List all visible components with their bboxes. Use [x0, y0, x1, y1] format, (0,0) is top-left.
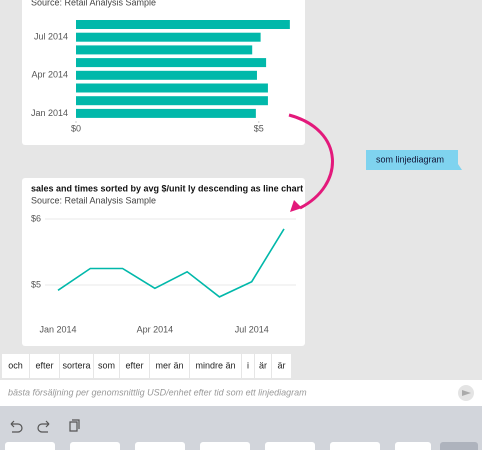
- bar: [76, 20, 290, 29]
- suggestion-text: sortera: [62, 360, 90, 370]
- key[interactable]: [265, 442, 315, 450]
- key[interactable]: [395, 442, 431, 450]
- line-chart-bubble: [22, 178, 305, 346]
- x-tick-label: Jan 2014: [39, 324, 76, 334]
- suggestion-chip[interactable]: [150, 354, 189, 378]
- key[interactable]: [330, 442, 380, 450]
- paste-icon[interactable]: [69, 419, 80, 432]
- line-chart-title: sales and times sorted by avg $/unit ly …: [31, 183, 303, 193]
- y-tick-label: Jan 2014: [31, 108, 68, 118]
- suggestion-text: är: [259, 360, 267, 370]
- x-tick-label: $5: [254, 123, 264, 133]
- line-chart-source: Source: Retail Analysis Sample: [31, 195, 156, 205]
- input-bar[interactable]: [0, 380, 482, 406]
- y-tick-label: $5: [31, 279, 41, 289]
- undo-icon[interactable]: [10, 420, 23, 433]
- key-row: [5, 442, 478, 450]
- suggestion-chip[interactable]: [30, 354, 59, 378]
- suggestion-text: i: [247, 360, 249, 370]
- send-icon: [462, 390, 471, 396]
- suggestion-text: efter: [35, 360, 53, 370]
- suggestion-chip[interactable]: [242, 354, 254, 378]
- x-tick-label: Apr 2014: [137, 324, 174, 334]
- bar: [76, 96, 268, 106]
- suggestion-text: som: [98, 360, 115, 370]
- suggestion-text: mindre än: [195, 360, 235, 370]
- key[interactable]: [135, 442, 185, 450]
- bar: [76, 83, 268, 93]
- bar: [76, 58, 267, 68]
- key[interactable]: [70, 442, 120, 450]
- x-tick-label: Jul 2014: [235, 324, 269, 334]
- bar-chart-source: Source: Retail Analysis Sample: [31, 0, 156, 7]
- suggestion-text: efter: [125, 360, 143, 370]
- arrow: [288, 113, 334, 210]
- suggestion-chip[interactable]: [2, 354, 29, 378]
- suggestion-bar: och efter sortera som efter mer än mindre än i ä…: [2, 354, 291, 378]
- bar: [76, 32, 261, 42]
- arrow-head: [290, 200, 302, 212]
- suggestion-chip[interactable]: [190, 354, 241, 378]
- suggestion-text: är: [277, 360, 285, 370]
- suggestion-chip[interactable]: [60, 354, 93, 378]
- key[interactable]: [440, 442, 478, 450]
- y-tick-label: $6: [31, 213, 41, 223]
- suggestion-chip[interactable]: [94, 354, 119, 378]
- suggestion-text: mer än: [155, 360, 183, 370]
- bar: [76, 108, 256, 118]
- user-message: som linjediagram: [376, 154, 444, 164]
- line: [57, 228, 285, 298]
- suggestion-chip[interactable]: [120, 354, 149, 378]
- suggestion-text: och: [8, 360, 23, 370]
- input-placeholder: bästa försäljning per genomsnittlig USD/…: [8, 387, 307, 397]
- x-tick-label: $0: [71, 123, 81, 133]
- redo-icon[interactable]: [37, 420, 50, 433]
- key[interactable]: [200, 442, 250, 450]
- y-tick-label: Apr 2014: [31, 70, 68, 80]
- y-tick-label: Jul 2014: [34, 32, 68, 42]
- suggestion-chip[interactable]: [272, 354, 291, 378]
- bar: [76, 45, 253, 55]
- suggestion-chip[interactable]: [255, 354, 271, 378]
- user-bubble: [366, 150, 462, 170]
- key[interactable]: [5, 442, 55, 450]
- bar: [76, 70, 257, 80]
